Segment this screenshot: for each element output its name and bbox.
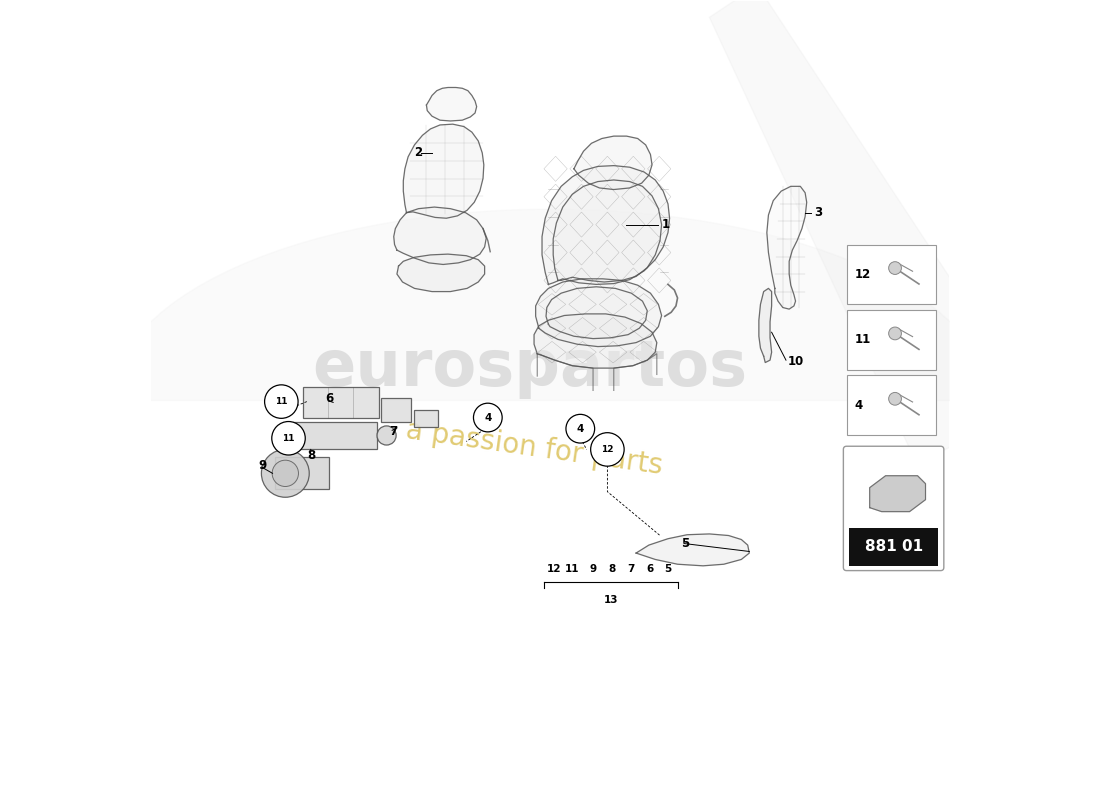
Bar: [849, 527, 938, 566]
Circle shape: [565, 414, 595, 443]
Circle shape: [262, 450, 309, 498]
Text: 8: 8: [608, 564, 616, 574]
Text: 12: 12: [601, 445, 614, 454]
Circle shape: [889, 393, 901, 405]
Text: a passion for parts: a passion for parts: [404, 416, 664, 480]
Text: 4: 4: [484, 413, 492, 422]
Text: 7: 7: [389, 426, 397, 438]
Bar: [381, 398, 411, 422]
Text: 13: 13: [603, 594, 618, 605]
Text: 4: 4: [855, 398, 862, 412]
Circle shape: [377, 426, 396, 445]
Polygon shape: [710, 0, 989, 464]
Text: 10: 10: [788, 355, 804, 368]
Text: 9: 9: [258, 459, 266, 472]
Text: eurospartos: eurospartos: [312, 337, 748, 399]
Circle shape: [591, 433, 624, 466]
Polygon shape: [536, 279, 661, 346]
Text: 3: 3: [815, 206, 823, 219]
Text: 6: 6: [646, 564, 653, 574]
Polygon shape: [574, 136, 652, 190]
Bar: [847, 310, 936, 370]
Polygon shape: [397, 254, 485, 291]
Polygon shape: [427, 87, 476, 121]
Bar: [847, 245, 936, 304]
Text: 5: 5: [682, 537, 690, 550]
Polygon shape: [870, 476, 925, 512]
Text: 8: 8: [308, 449, 316, 462]
Polygon shape: [542, 166, 670, 285]
Text: 2: 2: [415, 146, 422, 159]
Text: 12: 12: [547, 564, 561, 574]
Polygon shape: [394, 207, 486, 265]
Polygon shape: [535, 314, 657, 368]
Circle shape: [889, 262, 901, 274]
Text: 11: 11: [283, 434, 295, 442]
Bar: [847, 375, 936, 435]
Text: 7: 7: [628, 564, 635, 574]
Text: 11: 11: [565, 564, 580, 574]
Bar: [294, 422, 377, 450]
Text: 12: 12: [855, 268, 871, 281]
Polygon shape: [636, 534, 749, 566]
Polygon shape: [553, 180, 661, 282]
Bar: [302, 387, 378, 418]
Text: 4: 4: [576, 424, 584, 434]
Text: 11: 11: [275, 397, 287, 406]
Circle shape: [889, 327, 901, 340]
Polygon shape: [759, 288, 771, 362]
Polygon shape: [767, 186, 806, 309]
Polygon shape: [404, 124, 484, 218]
FancyBboxPatch shape: [844, 446, 944, 570]
Bar: [415, 410, 439, 427]
Polygon shape: [546, 286, 647, 338]
Circle shape: [272, 422, 306, 455]
Text: 881 01: 881 01: [865, 539, 923, 554]
Text: 1: 1: [661, 218, 670, 231]
Text: 9: 9: [590, 564, 596, 574]
Text: 6: 6: [326, 392, 333, 405]
Circle shape: [265, 385, 298, 418]
Text: 5: 5: [664, 564, 672, 574]
Bar: [275, 458, 329, 490]
Circle shape: [272, 460, 298, 486]
Circle shape: [473, 403, 503, 432]
Text: 11: 11: [855, 334, 871, 346]
